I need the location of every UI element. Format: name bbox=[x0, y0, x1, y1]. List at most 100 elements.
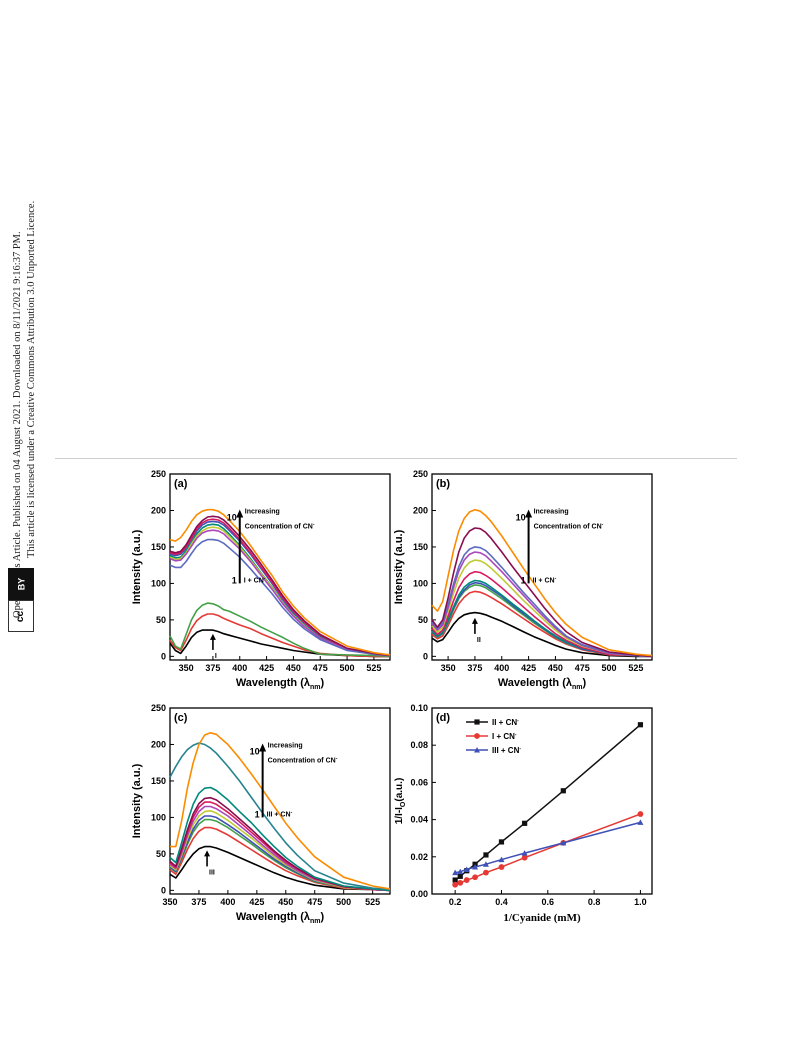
concentration-superscript: - bbox=[313, 521, 315, 527]
arrow-bottom-number: 1 bbox=[521, 575, 526, 585]
cc-label: cc bbox=[15, 610, 27, 622]
y-axis-label-subscript: O bbox=[400, 801, 407, 807]
spectrum-line bbox=[169, 518, 391, 657]
x-tick-label: 375 bbox=[191, 897, 206, 907]
spectrum-line bbox=[431, 559, 653, 658]
license-sidebar: Open Access Article. Published on 04 Aug… bbox=[0, 0, 50, 1039]
arrow-top-number: 10 bbox=[227, 512, 237, 522]
spectrum-line bbox=[169, 629, 390, 658]
concentration-label: Concentration of CN- bbox=[268, 755, 338, 764]
legend-name: II + CN bbox=[492, 718, 517, 727]
increase-arrow-head bbox=[259, 743, 267, 752]
legend-superscript: - bbox=[519, 746, 521, 752]
spectrum-line bbox=[169, 538, 391, 657]
data-point-triangle bbox=[482, 861, 489, 867]
y-axis-label: Intensity (a.u.) bbox=[393, 529, 405, 604]
y-tick-label: 50 bbox=[418, 615, 428, 625]
y-axis-label-main: 1/I-I bbox=[394, 807, 405, 824]
arrow-bottom-number: 1 bbox=[232, 575, 237, 585]
data-point-circle bbox=[521, 854, 528, 861]
x-tick-label: 400 bbox=[494, 663, 509, 673]
peak-label: II bbox=[477, 637, 481, 644]
spectrum-line bbox=[170, 732, 391, 890]
legend-label: II + CN- bbox=[492, 718, 519, 727]
x-axis-label-main: Wavelength ( bbox=[498, 677, 566, 689]
spectrum-line bbox=[431, 570, 653, 658]
legend-name: I + CN bbox=[492, 732, 515, 741]
reagent-label: I + CN- bbox=[244, 575, 266, 584]
x-axis-label-main: Wavelength ( bbox=[236, 677, 304, 689]
legend-superscript: - bbox=[517, 718, 519, 724]
chart-a: 350 375 400 425 450 475 500 525 0 50 100 150 200 250 (… bbox=[131, 469, 391, 691]
fit-line bbox=[455, 821, 641, 874]
panel-label: (d) bbox=[436, 712, 450, 724]
spectrum-line bbox=[431, 527, 653, 658]
panel-label: (a) bbox=[174, 478, 188, 490]
data-point-triangle bbox=[463, 866, 470, 872]
spectrum-line bbox=[431, 611, 652, 658]
y-tick-label: 0 bbox=[161, 885, 166, 895]
panel-b: 350 375 400 425 450 475 500 525 0 50 100 150 200 250 (… bbox=[390, 468, 660, 700]
y-tick-label: 100 bbox=[151, 578, 166, 588]
x-axis-label: Wavelength (λnm) bbox=[498, 677, 587, 691]
plot-frame bbox=[169, 707, 391, 895]
x-axis-label-subscript: nm bbox=[310, 918, 321, 925]
reagent-text: I + CN bbox=[244, 577, 264, 584]
data-point-square bbox=[637, 722, 644, 728]
legend-label: III + CN- bbox=[492, 746, 521, 755]
y-tick-label: 200 bbox=[151, 739, 166, 749]
panel-d: 0.2 0.4 0.6 0.8 1.0 0.00 0.02 0.04 0.06 0.08 0.10 (… bbox=[390, 702, 660, 934]
spectrum-line bbox=[169, 796, 391, 892]
y-tick-label: 0.10 bbox=[410, 703, 428, 713]
peak-arrow-head bbox=[471, 617, 478, 624]
chart-b: 350 375 400 425 450 475 500 525 0 50 100 150 200 250 (… bbox=[393, 469, 653, 691]
x-tick-label: 0.6 bbox=[542, 897, 555, 907]
y-tick-label: 250 bbox=[413, 469, 428, 479]
x-tick-label: 500 bbox=[340, 663, 355, 673]
y-tick-label: 0 bbox=[423, 651, 428, 661]
legend-name: III + CN bbox=[492, 746, 520, 755]
cc-badge: cc bbox=[8, 600, 34, 632]
reagent-superscript: - bbox=[555, 575, 557, 581]
y-tick-label: 200 bbox=[413, 505, 428, 515]
concentration-superscript: - bbox=[602, 521, 604, 527]
x-tick-label: 400 bbox=[232, 663, 247, 673]
plot-frame bbox=[431, 473, 653, 661]
y-tick-label: 250 bbox=[151, 703, 166, 713]
x-tick-label: 500 bbox=[602, 663, 617, 673]
data-point-circle bbox=[637, 811, 644, 817]
data-point-circle bbox=[463, 877, 470, 883]
data-point-square bbox=[498, 839, 505, 845]
y-tick-label: 250 bbox=[151, 469, 166, 479]
x-tick-label: 0.2 bbox=[449, 897, 462, 907]
data-point-square bbox=[560, 788, 566, 794]
increasing-label: Increasing bbox=[268, 742, 303, 749]
spectrum-line bbox=[169, 786, 391, 892]
reagent-superscript: - bbox=[291, 809, 293, 815]
data-point-square bbox=[457, 873, 463, 879]
y-axis-label-end: (a.u.) bbox=[394, 778, 405, 802]
increase-arrow-head bbox=[525, 509, 533, 518]
cc-by-badge[interactable]: BY cc bbox=[8, 568, 34, 632]
x-tick-label: 525 bbox=[366, 663, 381, 673]
arrow-top-number: 10 bbox=[516, 512, 526, 522]
y-tick-label: 0.08 bbox=[410, 740, 428, 750]
license-note[interactable]: This article is licensed under a Creativ… bbox=[26, 200, 37, 558]
concentration-text: Concentration of CN bbox=[245, 523, 313, 530]
publication-note: Open Access Article. Published on 04 Aug… bbox=[12, 231, 23, 618]
data-point-square bbox=[522, 820, 528, 826]
x-axis-label-subscript: nm bbox=[572, 684, 583, 691]
data-point-circle bbox=[452, 881, 459, 888]
spectrum-line bbox=[431, 590, 653, 658]
x-tick-label: 0.8 bbox=[588, 897, 601, 907]
x-axis-label: Wavelength (λnm) bbox=[236, 677, 325, 691]
reagent-superscript: - bbox=[264, 575, 266, 581]
y-tick-label: 0.06 bbox=[410, 777, 428, 787]
peak-arrow-head bbox=[204, 850, 211, 857]
x-tick-label: 350 bbox=[441, 663, 456, 673]
y-axis-label: Intensity (a.u.) bbox=[131, 763, 143, 838]
chart-d: 0.2 0.4 0.6 0.8 1.0 0.00 0.02 0.04 0.06 0.08 0.10 (… bbox=[394, 703, 653, 924]
x-axis-label-subscript: nm bbox=[310, 684, 321, 691]
panel-c: 350 375 400 425 450 475 500 525 0 50 100 150 200 250 (… bbox=[128, 702, 398, 934]
y-axis-label: 1/I-IO(a.u.) bbox=[394, 778, 407, 825]
